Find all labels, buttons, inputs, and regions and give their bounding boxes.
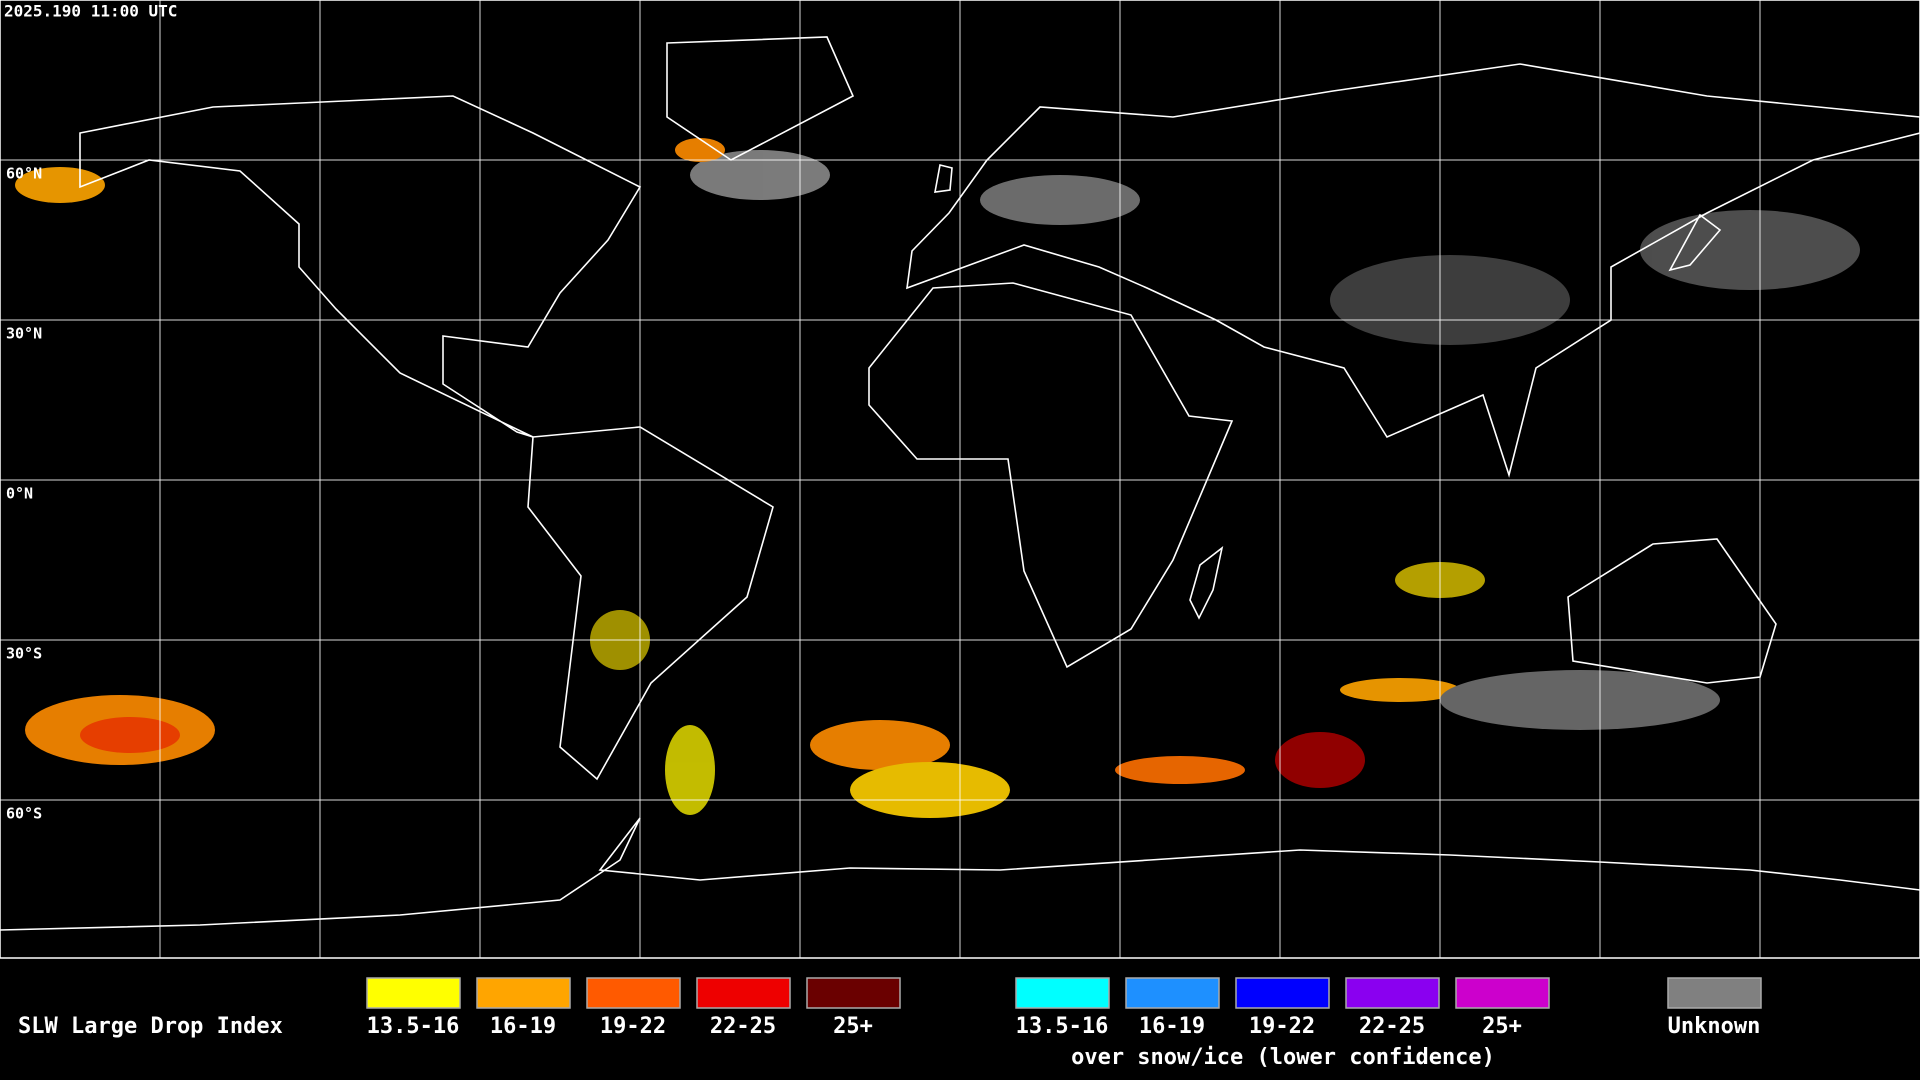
legend-label: 25+ bbox=[833, 1014, 873, 1039]
cloud-blob bbox=[1330, 255, 1570, 345]
legend-swatch bbox=[476, 977, 571, 1009]
legend-swatch bbox=[1345, 977, 1440, 1009]
cloud-blob bbox=[665, 725, 715, 815]
australia bbox=[1567, 538, 1777, 684]
map-frame bbox=[0, 0, 1920, 959]
legend-swatch bbox=[366, 977, 461, 1009]
legend-swatch bbox=[1235, 977, 1330, 1009]
legend-swatch bbox=[1667, 977, 1762, 1009]
cloud-blob bbox=[690, 150, 830, 200]
legend-swatch bbox=[586, 977, 681, 1009]
cloud-blob bbox=[1640, 210, 1860, 290]
latitude-label: 30°N bbox=[6, 325, 42, 343]
timestamp: 2025.190 11:00 UTC bbox=[4, 2, 177, 21]
legend-swatch bbox=[1015, 977, 1110, 1009]
legend-label: 19-22 bbox=[1249, 1014, 1315, 1039]
coastlines bbox=[0, 36, 1920, 931]
legend-title: SLW Large Drop Index bbox=[18, 1014, 283, 1039]
cloud-blob bbox=[1440, 670, 1720, 730]
madagascar bbox=[1189, 546, 1224, 620]
graticule bbox=[0, 0, 1920, 958]
cloud-blob bbox=[15, 167, 105, 203]
cloud-blob bbox=[980, 175, 1140, 225]
legend-label: 22-25 bbox=[1359, 1014, 1425, 1039]
latitude-label: 30°S bbox=[6, 645, 42, 663]
cloud-blob bbox=[80, 717, 180, 753]
japan bbox=[1668, 213, 1722, 272]
legend-label: Unknown bbox=[1668, 1014, 1761, 1039]
latitude-label: 60°S bbox=[6, 805, 42, 823]
latitude-label: 0°N bbox=[6, 485, 33, 503]
legend-swatch bbox=[1125, 977, 1220, 1009]
cloud-blob bbox=[1115, 756, 1245, 784]
africa bbox=[868, 282, 1234, 669]
eurasia bbox=[906, 63, 1920, 478]
legend-label: 13.5-16 bbox=[1016, 1014, 1109, 1039]
legend-swatch bbox=[696, 977, 791, 1009]
cloud-blob bbox=[1340, 678, 1460, 702]
legend-label: 22-25 bbox=[710, 1014, 776, 1039]
cloud-blob bbox=[810, 720, 950, 770]
antarctica bbox=[0, 817, 1920, 931]
legend-label: 19-22 bbox=[600, 1014, 666, 1039]
legend-label: 16-19 bbox=[1139, 1014, 1205, 1039]
legend-label: 13.5-16 bbox=[367, 1014, 460, 1039]
legend-label: 16-19 bbox=[490, 1014, 556, 1039]
legend-label: 25+ bbox=[1482, 1014, 1522, 1039]
great-britain bbox=[934, 164, 953, 193]
cloud-blob bbox=[1275, 732, 1365, 788]
legend-swatch bbox=[1455, 977, 1550, 1009]
south-america bbox=[527, 426, 774, 781]
cloud-blob bbox=[675, 138, 725, 162]
legend-swatch bbox=[806, 977, 901, 1009]
cloud-field bbox=[15, 138, 1860, 818]
latitude-label: 60°N bbox=[6, 165, 42, 183]
legend-caption: over snow/ice (lower confidence) bbox=[1071, 1045, 1495, 1070]
cloud-blob bbox=[850, 762, 1010, 818]
